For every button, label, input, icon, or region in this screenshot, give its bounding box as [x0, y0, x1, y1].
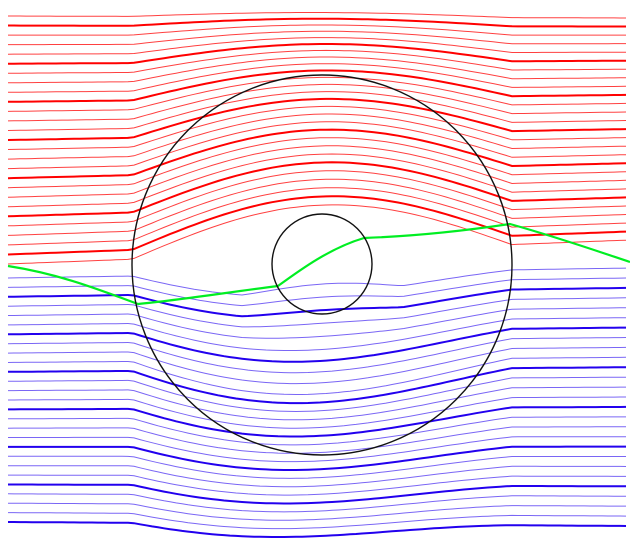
upper-streamline	[7, 83, 627, 122]
upper-streamline	[8, 43, 626, 65]
lower-streamline	[7, 493, 626, 513]
upper-streamline	[7, 121, 627, 170]
upper-streamline	[8, 49, 626, 74]
lower-streamline	[8, 483, 626, 505]
upper-streamline	[7, 113, 627, 160]
lower-streamline	[8, 455, 626, 479]
lower-streamline	[7, 277, 627, 307]
upper-streamline	[7, 195, 627, 256]
lower-streamline	[8, 366, 626, 405]
lower-streamline	[7, 267, 627, 296]
upper-streamline	[7, 63, 627, 93]
upper-streamline	[8, 69, 627, 103]
lower-streamline	[7, 337, 627, 374]
upper-streamlines	[7, 12, 627, 265]
upper-streamline	[7, 128, 627, 180]
lower-streamline	[8, 317, 626, 351]
upper-streamline	[7, 56, 626, 84]
lower-streamline	[7, 426, 626, 454]
lower-streamline	[7, 502, 626, 521]
lower-streamline	[8, 474, 626, 496]
upper-streamline	[7, 178, 627, 236]
upper-streamline	[7, 204, 627, 265]
lower-streamline	[7, 356, 627, 395]
lower-streamline	[7, 286, 627, 318]
upper-streamline	[7, 145, 627, 198]
lower-streamline	[8, 405, 627, 438]
upper-streamline	[7, 105, 627, 150]
lower-streamline	[7, 297, 627, 328]
upper-streamline	[8, 12, 626, 19]
upper-streamline	[7, 76, 627, 112]
upper-streamline	[7, 170, 627, 227]
lower-streamline	[8, 436, 626, 463]
outer-circle	[131, 74, 513, 456]
upper-streamline	[7, 137, 627, 189]
inner-circle	[271, 213, 373, 315]
lower-streamline	[8, 386, 626, 421]
lower-streamline	[7, 326, 626, 363]
upper-streamline	[7, 91, 627, 131]
lower-streamline	[8, 521, 627, 538]
upper-streamline	[7, 161, 627, 218]
dividing-streamline	[7, 222, 630, 306]
upper-streamline	[7, 153, 627, 208]
upper-streamline	[7, 97, 627, 141]
lower-streamline	[8, 307, 627, 339]
lower-streamline	[7, 346, 627, 385]
lower-streamline	[8, 512, 627, 530]
lower-streamline	[8, 396, 626, 429]
lower-streamline	[8, 445, 626, 471]
lower-streamlines	[7, 267, 627, 538]
upper-streamline	[7, 37, 626, 55]
upper-streamline	[8, 30, 626, 46]
lower-streamline	[8, 416, 626, 446]
upper-streamline	[8, 17, 626, 28]
lower-streamline	[8, 465, 627, 488]
lower-streamline	[8, 376, 626, 413]
upper-streamline	[8, 24, 626, 36]
